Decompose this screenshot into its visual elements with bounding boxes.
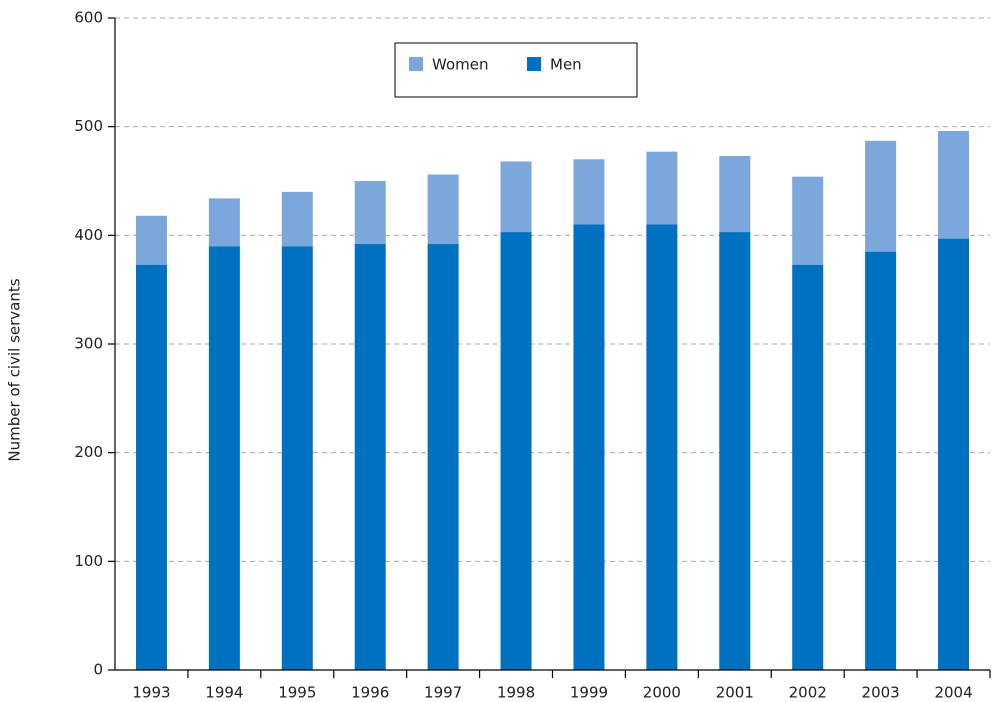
x-tick-label: 1996: [351, 684, 389, 702]
bar-segment: [500, 161, 532, 233]
bar-segment: [573, 224, 605, 670]
bar-segment: [865, 251, 897, 670]
y-axis-label: Number of civil servants: [6, 278, 24, 461]
y-tick-label: 400: [74, 226, 103, 244]
x-tick-label: 1997: [424, 684, 462, 702]
x-tick-label: 1993: [132, 684, 170, 702]
y-tick-label: 600: [74, 9, 103, 27]
x-tick-label: 2000: [643, 684, 681, 702]
x-tick-label: 2003: [862, 684, 900, 702]
y-tick-label: 100: [74, 552, 103, 570]
bar-segment: [792, 264, 824, 670]
x-tick-label: 1994: [205, 684, 243, 702]
bar-segment: [281, 246, 313, 670]
legend-label: Women: [432, 56, 488, 74]
bar-segment: [208, 246, 240, 670]
bar-segment: [646, 151, 678, 225]
bar-segment: [427, 244, 459, 670]
legend-swatch: [409, 57, 423, 71]
x-tick-label: 1999: [570, 684, 608, 702]
bar-segment: [135, 215, 167, 265]
bar-segment: [354, 244, 386, 670]
bar-segment: [792, 176, 824, 265]
bar-segment: [938, 238, 970, 671]
bar-segment: [354, 181, 386, 245]
bar-segment: [719, 156, 751, 233]
y-tick-label: 200: [74, 443, 103, 461]
bar-segment: [135, 264, 167, 670]
x-tick-label: 2002: [789, 684, 827, 702]
x-tick-label: 1995: [278, 684, 316, 702]
bar-segment: [281, 191, 313, 247]
bar-segment: [938, 131, 970, 239]
bar-segment: [719, 232, 751, 670]
bar-segment: [865, 140, 897, 252]
y-tick-label: 300: [74, 335, 103, 353]
bar-segment: [427, 174, 459, 245]
bar-segment: [646, 224, 678, 670]
bar-segment: [500, 232, 532, 670]
x-tick-label: 1998: [497, 684, 535, 702]
legend-box: [394, 42, 638, 98]
bar-segment: [573, 159, 605, 225]
bar-segment: [208, 198, 240, 247]
y-tick-label: 0: [93, 661, 103, 679]
x-tick-label: 2004: [934, 684, 972, 702]
y-tick-label: 500: [74, 117, 103, 135]
legend-label: Men: [550, 56, 582, 74]
legend-swatch: [527, 57, 541, 71]
x-tick-label: 2001: [716, 684, 754, 702]
